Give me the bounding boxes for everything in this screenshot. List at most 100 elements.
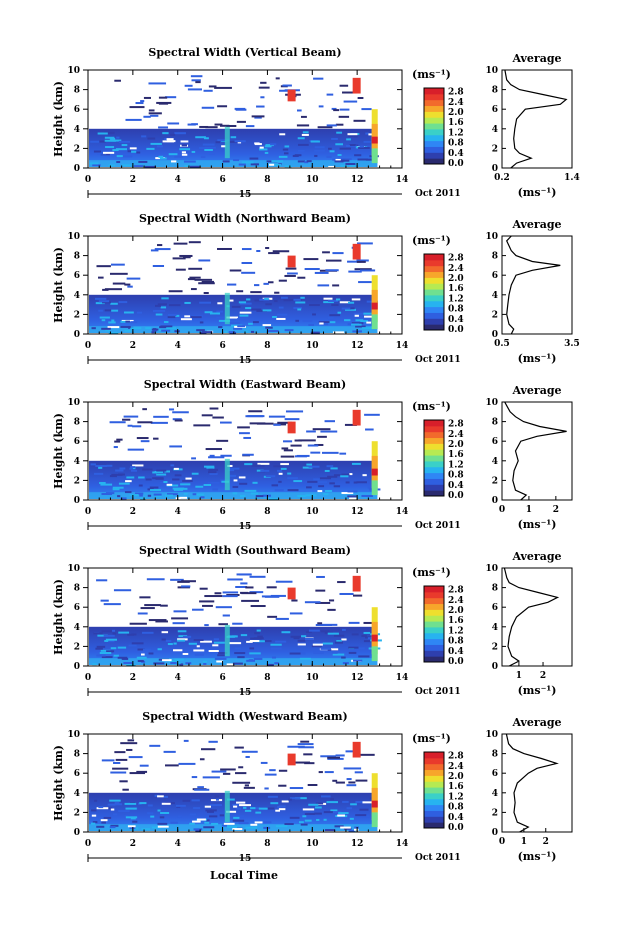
heatmap-cell	[231, 305, 241, 308]
date-marker: 15	[239, 190, 252, 200]
heatmap-cell	[357, 97, 364, 100]
heatmap-cell	[327, 608, 336, 611]
heatmap-cell	[178, 635, 188, 638]
heatmap-cell	[340, 159, 350, 162]
heatmap-cell	[218, 651, 228, 654]
heatmap-cell	[364, 413, 380, 416]
heatmap-cell	[371, 314, 378, 330]
colorbar-tick-label: 2.0	[448, 440, 464, 450]
heatmap-cell	[244, 784, 249, 787]
avg-y-tick-label: 6	[492, 271, 498, 281]
heatmap-cell	[140, 607, 155, 610]
heatmap-cell	[351, 298, 361, 301]
heatmap-cell	[98, 466, 103, 469]
heatmap-cell	[156, 145, 163, 148]
heatmap-cell	[227, 283, 237, 286]
x-tick-label: 14	[396, 673, 409, 683]
heatmap-cell	[216, 660, 224, 663]
heatmap-cell	[313, 651, 324, 654]
heatmap-cell	[327, 317, 334, 320]
heatmap-cell	[317, 435, 327, 438]
heatmap-cell	[219, 814, 225, 817]
heatmap-cell	[163, 481, 168, 484]
heatmap-cell	[234, 140, 246, 143]
x-tick-label: 14	[396, 175, 409, 185]
x-tick-label: 0	[85, 175, 91, 185]
heatmap-cell	[284, 418, 300, 421]
heatmap-cell	[162, 132, 169, 135]
heatmap-cell	[334, 641, 344, 644]
heatmap-cell	[343, 100, 358, 103]
colorbar-segment	[424, 466, 444, 474]
heatmap-cell	[135, 102, 144, 105]
heatmap-cell	[328, 299, 339, 302]
heatmap-cell	[260, 469, 270, 472]
heatmap-cell	[301, 635, 307, 638]
heatmap-cell	[338, 158, 346, 161]
heatmap-cell	[318, 485, 325, 488]
heatmap-cell	[363, 312, 372, 315]
heatmap-cell	[357, 242, 373, 245]
heatmap-cell	[281, 447, 289, 450]
y-tick-label: 2	[74, 808, 80, 818]
heatmap-cell	[175, 151, 184, 154]
heatmap-cell	[283, 299, 292, 302]
avg-y-tick-label: 10	[485, 564, 498, 574]
avg-y-tick-label: 0	[492, 164, 498, 174]
x-tick-label: 0	[85, 341, 91, 351]
heatmap-cell	[227, 578, 243, 581]
heatmap-cell	[164, 96, 177, 99]
average-unit: (ms⁻¹)	[518, 352, 557, 365]
heatmap-cell	[140, 440, 150, 443]
heatmap-cell	[274, 291, 280, 294]
colorbar-segment	[424, 271, 444, 278]
heatmap-cell	[209, 312, 220, 315]
heatmap-cell	[352, 409, 361, 426]
heatmap-cell	[104, 136, 115, 139]
heatmap-cell	[92, 164, 101, 167]
heatmap-cell	[306, 430, 316, 433]
heatmap-cell	[173, 610, 187, 613]
colorbar-segment	[424, 650, 444, 657]
heatmap-cell	[100, 649, 111, 652]
colorbar-frame	[423, 253, 445, 331]
x-tick-label: 8	[264, 673, 270, 683]
heatmap-cell	[177, 638, 188, 641]
heatmap-cell	[249, 575, 266, 578]
heatmap-cell	[248, 322, 253, 325]
heatmap-cell	[353, 481, 358, 484]
heatmap-cell	[234, 746, 244, 749]
heatmap-cell	[371, 800, 378, 808]
heatmap-cell	[322, 251, 330, 254]
heatmap-cell	[216, 316, 225, 319]
heatmap-cell	[224, 292, 230, 325]
heatmap-cell	[245, 755, 250, 758]
heatmap-cell	[142, 648, 152, 651]
heatmap-cell	[315, 806, 322, 809]
y-axis-label: Height (km)	[52, 579, 65, 655]
heatmap-cell	[293, 298, 301, 301]
heatmap-cell	[239, 311, 252, 314]
colorbar-segment	[424, 105, 444, 112]
heatmap-cell	[275, 825, 288, 828]
heatmap-cell	[325, 269, 339, 272]
heatmap-cell	[181, 151, 186, 154]
heatmap-cell	[181, 585, 191, 588]
heatmap-cell	[98, 300, 110, 303]
heatmap-cell	[258, 807, 268, 810]
heatmap-cell	[217, 139, 230, 142]
heatmap-cell	[167, 122, 180, 125]
heatmap-cell	[308, 323, 314, 326]
heatmap-cell	[303, 258, 319, 261]
heatmap-cell	[172, 411, 189, 414]
colorbar-tick-label: 1.2	[448, 294, 464, 304]
heatmap-cell	[157, 329, 163, 332]
heatmap-cells	[89, 75, 379, 168]
heatmap-cell	[312, 643, 323, 646]
x-tick-label: 10	[306, 673, 319, 683]
heatmap-cell	[155, 477, 164, 480]
heatmap-cell	[208, 456, 225, 459]
heatmap-cell	[93, 632, 103, 635]
colorbar-segment	[424, 158, 444, 165]
heatmap-cell	[96, 645, 106, 648]
